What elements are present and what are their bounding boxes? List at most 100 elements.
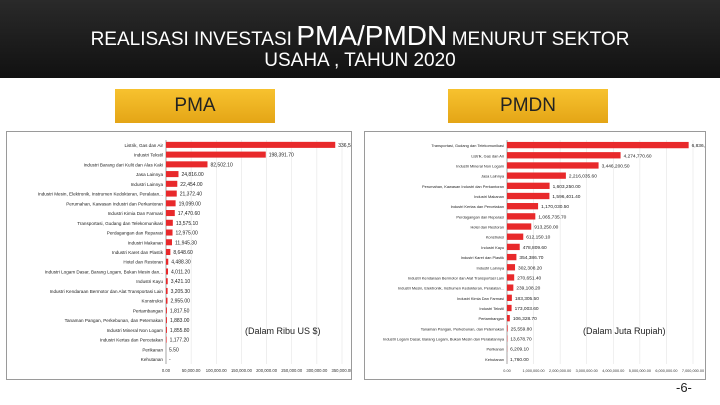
bar — [166, 248, 171, 256]
bar — [507, 284, 514, 291]
bar — [507, 294, 512, 301]
x-tick-label: 300,000.00 — [306, 368, 328, 373]
x-tick-label: 3,000,000.00 — [576, 369, 598, 373]
value-label: 1,596,401.40 — [552, 194, 580, 200]
bar — [166, 141, 336, 148]
x-tick-label: 6,000,000.00 — [655, 369, 677, 373]
bar — [507, 213, 536, 220]
category-label: Industri Mesin, Elektronik, Instrumen Ke… — [38, 192, 163, 197]
pmdn-chart-panel: 0.00 1,000,000.00 2,000,000.00 3,000,000.00… — [364, 131, 720, 380]
bar — [166, 239, 173, 246]
category-label: Pertambangan — [133, 308, 164, 313]
value-label: 354,386.70 — [519, 255, 543, 261]
category-label: Jasa Lainnya — [481, 174, 505, 179]
value-label: 2,216,035.60 — [569, 174, 597, 180]
pmdn-bar-chart: 0.00 1,000,000.00 2,000,000.00 3,000,000.00… — [383, 140, 720, 373]
category-label: Industri Kertas dan Percetakan — [451, 204, 504, 209]
category-label: Transportasi, Gudang dan Telekomunikasi — [77, 221, 163, 226]
category-label: Industri Kimia Dan Farmasi — [108, 211, 163, 216]
category-label: Kehutanan — [141, 357, 164, 362]
value-label: 106,328.70 — [513, 316, 537, 322]
category-label: Industri Tekstil — [479, 306, 504, 311]
category-label: Industri Logam Dasar, Barang Logam, Buka… — [45, 269, 163, 274]
bar — [507, 264, 516, 271]
value-label: 17,470.60 — [178, 211, 200, 217]
category-label: Industri Kendaraan Bermotor dan Alat Tra… — [50, 289, 164, 294]
value-label: 1,817.50 — [170, 308, 190, 314]
bar — [166, 317, 167, 324]
bar — [166, 297, 168, 304]
value-label: 612,150.10 — [526, 235, 550, 241]
bar — [507, 325, 508, 332]
category-label: Transportasi, Gudang dan Telekomunikasi — [431, 143, 504, 148]
value-label: 6,836,372.30 — [692, 143, 705, 149]
category-label: Industri Mesin, Elektronik, Instrumen Ke… — [398, 286, 504, 291]
pma-label: PMA — [115, 89, 275, 123]
x-tick-label: 1,000,000.00 — [522, 369, 544, 373]
bar — [166, 268, 169, 275]
bar — [166, 171, 179, 178]
pma-unit-note: (Dalam Ribu US $) — [245, 326, 321, 336]
category-label: Industri Kayu — [481, 245, 504, 250]
x-tick-label: 200,000.00 — [256, 368, 278, 373]
category-label: Listrik, Gas dan Air — [471, 153, 504, 158]
category-label: Industri Tekstil — [134, 153, 163, 158]
x-tick-label: 0.00 — [162, 368, 171, 373]
bar — [166, 210, 175, 217]
pmdn-unit-note: (Dalam Juta Rupiah) — [583, 326, 666, 336]
value-label: 1,603,250.00 — [553, 184, 581, 190]
value-label: 12,975.00 — [176, 231, 198, 237]
bar — [166, 258, 169, 265]
x-tick-label: 5,000,000.00 — [629, 369, 651, 373]
value-label: 336,584.20 — [338, 143, 351, 149]
bar — [166, 219, 173, 226]
value-label: 4,274,770.60 — [624, 153, 652, 159]
value-label: 1,883.00 — [170, 318, 190, 324]
value-label: 302,308.20 — [518, 265, 542, 271]
bar — [166, 161, 208, 168]
category-label: Industri Kertas dan Percetakan — [100, 338, 164, 343]
bar — [166, 180, 178, 187]
title-part3: MENURUT SEKTOR — [451, 29, 630, 50]
category-label: Pertambangan — [478, 316, 504, 321]
x-tick-label: 2,000,000.00 — [549, 369, 571, 373]
category-label: Industri Makanan — [128, 240, 164, 245]
value-label: 4,011.20 — [171, 269, 190, 275]
x-tick-label: 150,000.00 — [231, 368, 253, 373]
x-tick-label: 250,000.00 — [281, 368, 303, 373]
value-label: 5.50 — [169, 347, 179, 353]
bar — [507, 253, 517, 261]
x-tick-label: 7,000,000.00 — [682, 369, 704, 373]
value-label: 198,391.70 — [269, 153, 294, 159]
category-label: Industri Mineral Non Logam — [107, 328, 164, 333]
category-label: Industri Kimia Dan Farmasi — [457, 296, 504, 301]
bar — [507, 243, 520, 251]
bar — [507, 233, 524, 240]
bar — [507, 274, 515, 281]
value-label: 25,559.80 — [511, 326, 533, 332]
bar — [166, 287, 168, 294]
bar — [166, 326, 167, 333]
bar — [166, 336, 167, 343]
pma-bar-chart: 0.00 50,000.00 100,000.00 150,000.00 200,000… — [38, 140, 363, 373]
bar — [507, 304, 512, 312]
category-label: Perumahan, Kawasan Industri dan Perkanto… — [66, 201, 163, 206]
category-label: Hotel dan Restoran — [123, 260, 163, 265]
value-label: 270,651.40 — [517, 275, 541, 281]
category-label: Perikanan — [486, 347, 504, 352]
slide-title-line1: REALISASI INVESTASI PMA/PMDN MENURUT SEK… — [0, 20, 720, 52]
value-label: 1,855.80 — [170, 328, 190, 334]
pmdn-label: PMDN — [448, 89, 608, 123]
x-tick-label: 4,000,000.00 — [602, 369, 624, 373]
value-label: 1,177.20 — [170, 338, 190, 344]
category-label: Industri Makanan — [474, 194, 504, 199]
category-label: Industri Kayu — [136, 279, 163, 284]
category-label: Perumahan, Kawasan Industri dan Perkanto… — [422, 184, 504, 189]
value-label: 913,250.00 — [534, 225, 558, 231]
bar — [507, 192, 550, 200]
category-label: Perdagangan dan Reparasi — [456, 214, 504, 219]
title-part1: REALISASI INVESTASI — [90, 29, 292, 50]
bar — [166, 200, 176, 207]
bar — [166, 229, 173, 236]
category-label: Jasa Lainnya — [136, 172, 164, 177]
